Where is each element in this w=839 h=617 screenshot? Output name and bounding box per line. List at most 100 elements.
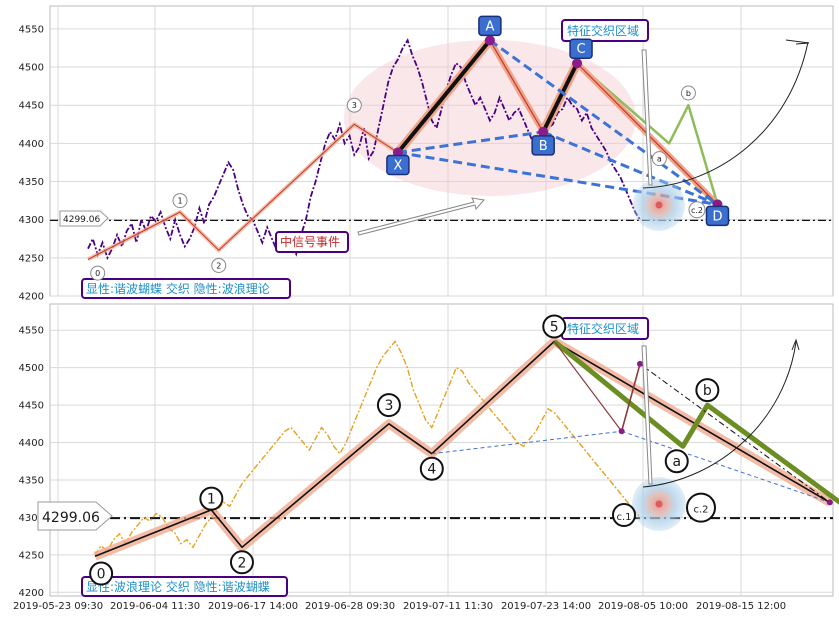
bottom-wave-marker xyxy=(229,550,254,575)
bottom-legend-box: 显性:波浪理论 交织 隐性:谐波蝴蝶 xyxy=(81,576,288,597)
bottom-zone xyxy=(632,477,686,531)
bottom-harmonic-leg xyxy=(553,341,623,432)
top-y-tick-label: 4500 xyxy=(19,63,44,74)
top-zone-center xyxy=(655,201,663,209)
top-price-tag-shape xyxy=(59,210,109,227)
bottom-wave-marker xyxy=(686,492,716,523)
bottom-wave-marker xyxy=(664,449,689,474)
top-y-tick-label: 4550 xyxy=(19,24,44,35)
top-harmonic-label: X xyxy=(393,159,402,174)
top-harmonic-leg xyxy=(489,40,544,133)
bottom-y-ticks: 4200 4250 4300 4350 4400 4450 4500 4550 xyxy=(19,326,44,599)
bottom-y-tick-label: 4550 xyxy=(19,326,44,337)
x-tick-label: 2019-06-17 14:00 xyxy=(208,601,298,612)
bottom-harmonic-lines xyxy=(431,341,833,506)
bottom-y-tick-label: 4250 xyxy=(19,550,44,561)
bottom-zone-label-box: 特征交织区域 xyxy=(561,317,649,340)
bottom-price-series xyxy=(94,340,641,556)
bottom-harmonic-point xyxy=(637,360,643,367)
bottom-harmonic-point xyxy=(618,428,625,435)
bottom-price-tag-label: 4299.06 xyxy=(42,510,100,526)
top-harmonic-label: A xyxy=(485,19,494,34)
x-tick-label: 2019-06-28 09:30 xyxy=(305,601,395,612)
bottom-wave-label: c.1 xyxy=(616,512,631,523)
x-tick-label: 2019-07-11 11:30 xyxy=(403,601,493,612)
bottom-wave-label: c.2 xyxy=(693,505,708,516)
top-wave-label: 3 xyxy=(352,101,357,110)
top-wave-marker xyxy=(651,151,667,167)
top-wave-label: 0 xyxy=(95,269,100,278)
top-wave-label: 1 xyxy=(177,197,182,206)
top-harmonic-label-box xyxy=(386,154,410,176)
bottom-y-tick-label: 4400 xyxy=(19,438,44,449)
bottom-wave-marker xyxy=(376,393,401,418)
top-wave-label: c.2 xyxy=(691,206,703,215)
bottom-x-ticks: 2019-05-23 09:30 2019-06-04 11:30 2019-06-… xyxy=(13,601,786,612)
top-price-tag-label: 4299.06 xyxy=(63,215,100,225)
top-zone-pointer xyxy=(641,49,653,186)
top-y-tick-label: 4400 xyxy=(19,139,44,150)
top-legend-frame xyxy=(81,278,291,299)
bottom-zone-label: 特征交织区域 xyxy=(567,321,639,336)
bottom-legend-label: 显性:波浪理论 交织 隐性:谐波蝴蝶 xyxy=(86,579,270,594)
top-zone-label: 特征交织区域 xyxy=(567,23,639,38)
top-projection-curve xyxy=(642,41,809,189)
x-tick-label: 2019-08-05 10:00 xyxy=(598,601,688,612)
top-signal-label-box: 中信号事件 xyxy=(275,231,349,253)
bottom-wave-label: 5 xyxy=(550,319,559,335)
top-wave-marker xyxy=(680,85,696,101)
top-harmonic-label-box xyxy=(478,15,502,37)
top-harmonic-point xyxy=(484,35,495,46)
top-legend-label: 显性:谐波蝴蝶 交织 隐性:波浪理论 xyxy=(86,281,270,296)
top-harmonic-label: B xyxy=(539,139,548,154)
bottom-point-labels: 0 1 2 3 4 5 a b c.1 c.2 xyxy=(89,314,720,586)
bottom-wave-green xyxy=(552,339,839,505)
top-wave-marker xyxy=(211,257,227,273)
bottom-price-tag: 4299.06 xyxy=(37,501,113,531)
bottom-wave-marker xyxy=(199,486,224,511)
top-harmonic-diagonal xyxy=(489,39,719,206)
top-y-tick-label: 4250 xyxy=(19,253,44,264)
bottom-wave-label: 3 xyxy=(384,398,393,414)
top-projection-arrowhead xyxy=(785,39,810,45)
bottom-harmonic-leg xyxy=(639,363,831,503)
top-price-tag: 4299.06 xyxy=(59,210,109,227)
bottom-wave-label: b xyxy=(703,383,712,399)
bottom-y-tick-label: 4350 xyxy=(19,475,44,486)
panel-top: 4200 4250 4300 4350 4400 4450 4500 4550 4299.06… xyxy=(19,5,834,303)
top-wave-label: 2 xyxy=(216,261,221,270)
top-harmonic-label-box xyxy=(569,38,593,59)
top-wave-green xyxy=(576,62,719,205)
top-y-ticks: 4200 4250 4300 4350 4400 4450 4500 4550 xyxy=(19,24,44,302)
top-harmonic-label-box xyxy=(705,205,730,227)
x-tick-label: 2019-05-23 09:30 xyxy=(13,601,103,612)
top-point-labels: X A B C D 0 1 2 3 a b c.2 xyxy=(90,15,730,281)
top-y-tick-label: 4450 xyxy=(19,101,44,112)
top-wave-label: b xyxy=(686,89,691,98)
top-wave-label: a xyxy=(657,155,662,164)
x-tick-label: 2019-06-04 11:30 xyxy=(110,601,200,612)
top-wave-marker xyxy=(90,265,106,281)
bottom-wave-marker xyxy=(89,561,114,586)
bottom-wave-label: 0 xyxy=(97,567,106,583)
bottom-harmonic-leg xyxy=(620,363,641,432)
bottom-y-tick-label: 4300 xyxy=(19,513,44,524)
top-harmonic-diagonal xyxy=(542,130,719,206)
top-harmonic-point xyxy=(572,58,583,69)
top-y-tick-label: 4350 xyxy=(19,177,44,188)
bottom-y-tick-label: 4200 xyxy=(19,588,44,599)
bottom-projection-curve xyxy=(642,341,797,488)
top-y-tick-label: 4300 xyxy=(19,215,44,226)
bottom-wave-label: a xyxy=(672,454,681,470)
bottom-zone-pointer xyxy=(641,345,653,485)
top-wave-marker xyxy=(346,97,362,113)
top-harmonic-diagonal xyxy=(397,130,544,155)
top-signal-arrow xyxy=(357,197,485,236)
bottom-price-tag-shape xyxy=(37,501,113,531)
bottom-legend-frame xyxy=(81,576,288,597)
top-harmonic-leg xyxy=(396,39,492,154)
top-harmonic-label-box xyxy=(531,135,555,156)
top-zone xyxy=(633,179,685,231)
top-signal-label: 中信号事件 xyxy=(280,234,340,249)
